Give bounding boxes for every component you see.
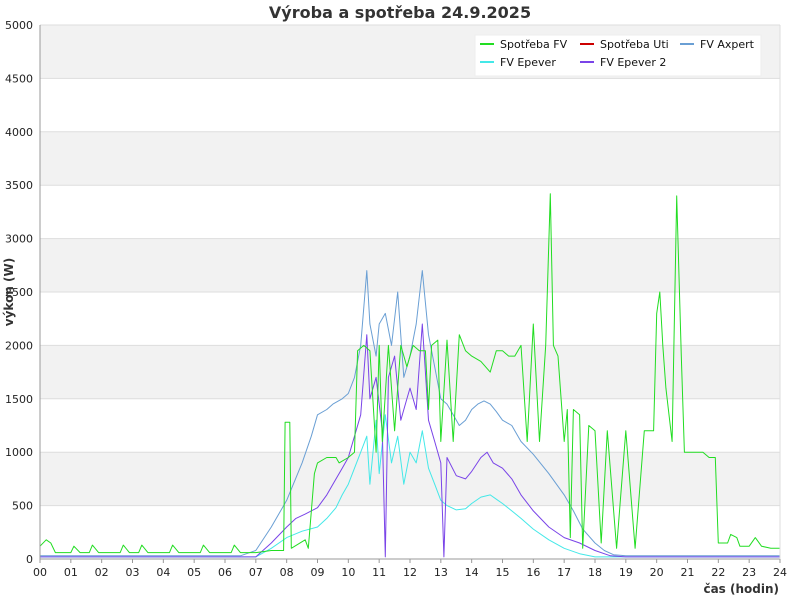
x-tick-label: 00 (33, 566, 47, 579)
legend: Spotřeba FV Spotřeba Uti FV Axpert FV Epeve… (474, 34, 762, 77)
y-tick-label: 3500 (5, 179, 33, 192)
plot-band (40, 238, 780, 292)
x-tick-label: 01 (64, 566, 78, 579)
y-tick-label: 500 (12, 500, 33, 513)
plot-band (40, 452, 780, 506)
x-tick-label: 22 (711, 566, 725, 579)
y-tick-label: 4000 (5, 126, 33, 139)
legend-label: FV Epever 2 (600, 56, 666, 69)
x-tick-label: 12 (403, 566, 417, 579)
x-tick-label: 14 (465, 566, 479, 579)
x-tick-labels: 00 01 02 03 04 05 06 07 08 09 10 11 12 13 14 15 16 17 18 19… (33, 559, 787, 579)
y-tick-label: 2000 (5, 339, 33, 352)
x-tick-label: 05 (187, 566, 201, 579)
plot-band (40, 292, 780, 346)
y-tick-label: 3000 (5, 233, 33, 246)
series-line-4 (40, 323, 780, 558)
series-line-3 (40, 414, 780, 558)
x-tick-label: 11 (372, 566, 386, 579)
legend-box (474, 34, 762, 77)
series-lines (39, 193, 780, 558)
legend-label: FV Epever (500, 56, 556, 69)
legend-label: Spotřeba Uti (600, 38, 669, 51)
plot-band (40, 131, 780, 186)
x-tick-label: 09 (311, 566, 325, 579)
x-tick-label: 13 (434, 566, 448, 579)
y-tick-label: 2500 (5, 286, 33, 299)
y-tick-label: 4500 (5, 72, 33, 85)
legend-label: Spotřeba FV (500, 38, 568, 51)
x-tick-label: 16 (526, 566, 540, 579)
chart-title: Výroba a spotřeba 24.9.2025 (269, 3, 531, 22)
y-tick-label: 1500 (5, 393, 33, 406)
x-axis-label: čas (hodin) (703, 582, 779, 596)
x-tick-label: 06 (218, 566, 232, 579)
plot-band (40, 398, 780, 453)
x-tick-label: 07 (249, 566, 263, 579)
series-line-0 (39, 193, 780, 554)
y-axis-label: výkon (W) (2, 258, 16, 326)
y-tick-label: 0 (26, 553, 33, 566)
plot-band (40, 345, 780, 399)
x-tick-label: 04 (156, 566, 170, 579)
plot-background-bands (40, 25, 780, 559)
legend-label: FV Axpert (700, 38, 755, 51)
x-tick-label: 23 (742, 566, 756, 579)
series-line-2 (40, 270, 780, 557)
x-tick-label: 15 (496, 566, 510, 579)
x-tick-label: 24 (773, 566, 787, 579)
x-tick-label: 10 (341, 566, 355, 579)
x-tick-label: 03 (126, 566, 140, 579)
x-tick-label: 02 (95, 566, 109, 579)
plot-band (40, 185, 780, 239)
x-tick-label: 20 (650, 566, 664, 579)
y-tick-label: 1000 (5, 446, 33, 459)
x-tick-label: 21 (681, 566, 695, 579)
y-tick-labels: 0 500 1000 1500 2000 2500 3000 3500 4000 4500 5000 (5, 19, 33, 566)
plot-band (40, 505, 780, 559)
plot-band (40, 78, 780, 132)
x-tick-label: 17 (557, 566, 571, 579)
x-tick-label: 19 (619, 566, 633, 579)
x-tick-label: 18 (588, 566, 602, 579)
y-tick-label: 5000 (5, 19, 33, 32)
x-tick-label: 08 (280, 566, 294, 579)
